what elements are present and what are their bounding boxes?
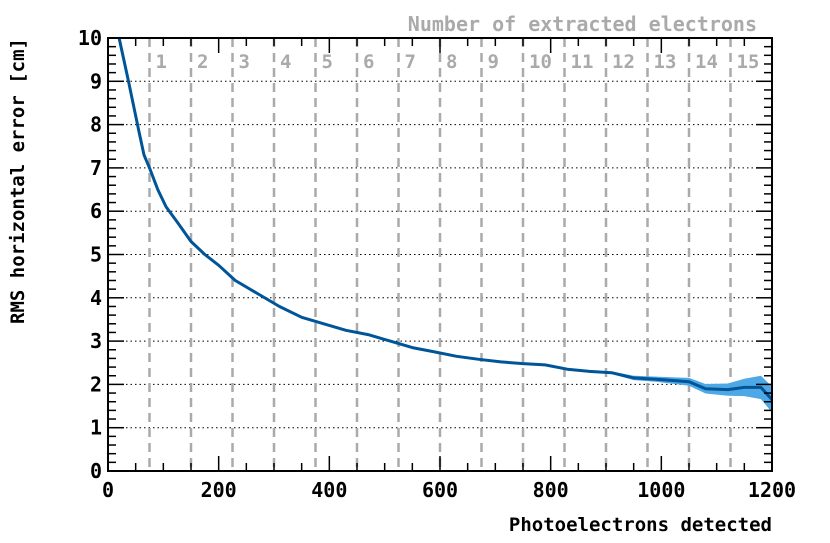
- x-tick-label-0: 0: [102, 478, 114, 502]
- y-tick-label-8: 8: [90, 113, 102, 137]
- tick-layer: [107, 37, 773, 472]
- electron-marker-label-12: 12: [612, 51, 635, 73]
- electron-marker-layer: [148, 38, 732, 471]
- y-tick-label-10: 10: [78, 26, 102, 50]
- electron-marker-label-10: 10: [529, 51, 552, 73]
- data-layer: [117, 37, 774, 413]
- electron-marker-label-15: 15: [737, 51, 760, 73]
- electron-marker-label-1: 1: [156, 51, 167, 73]
- y-tick-label-4: 4: [90, 286, 102, 310]
- electron-marker-label-3: 3: [239, 51, 250, 73]
- electron-marker-label-4: 4: [280, 51, 291, 73]
- y-tick-label-2: 2: [90, 372, 102, 396]
- electron-marker-label-7: 7: [405, 51, 416, 73]
- y-tick-label-5: 5: [90, 243, 102, 267]
- y-tick-label-3: 3: [90, 329, 102, 353]
- x-tick-label-1200: 1200: [748, 478, 796, 502]
- electron-marker-label-8: 8: [446, 51, 457, 73]
- y-axis-label: RMS horizontal error [cm]: [7, 38, 29, 324]
- error-band: [119, 38, 773, 413]
- electron-marker-label-9: 9: [488, 51, 499, 73]
- y-tick-label-6: 6: [90, 199, 102, 223]
- series-line: [117, 37, 774, 401]
- x-tick-label-800: 800: [533, 478, 569, 502]
- x-tick-label-600: 600: [422, 478, 458, 502]
- y-tick-label-7: 7: [90, 156, 102, 180]
- y-tick-label-1: 1: [90, 416, 102, 440]
- electron-marker-label-2: 2: [197, 51, 208, 73]
- electron-marker-label-6: 6: [363, 51, 374, 73]
- y-tick-label-9: 9: [90, 69, 102, 93]
- electron-marker-label-13: 13: [654, 51, 677, 73]
- x-tick-label-400: 400: [311, 478, 347, 502]
- label-layer: Number of extracted electrons Photoelect…: [7, 12, 796, 536]
- x-tick-label-1000: 1000: [637, 478, 685, 502]
- electron-marker-label-11: 11: [571, 51, 594, 73]
- electron-marker-label-5: 5: [322, 51, 333, 73]
- y-tick-label-0: 0: [90, 459, 102, 483]
- top-axis-label: Number of extracted electrons: [408, 12, 757, 36]
- x-axis-label: Photoelectrons detected: [509, 514, 772, 536]
- x-tick-label-200: 200: [201, 478, 237, 502]
- electron-marker-label-14: 14: [695, 51, 718, 73]
